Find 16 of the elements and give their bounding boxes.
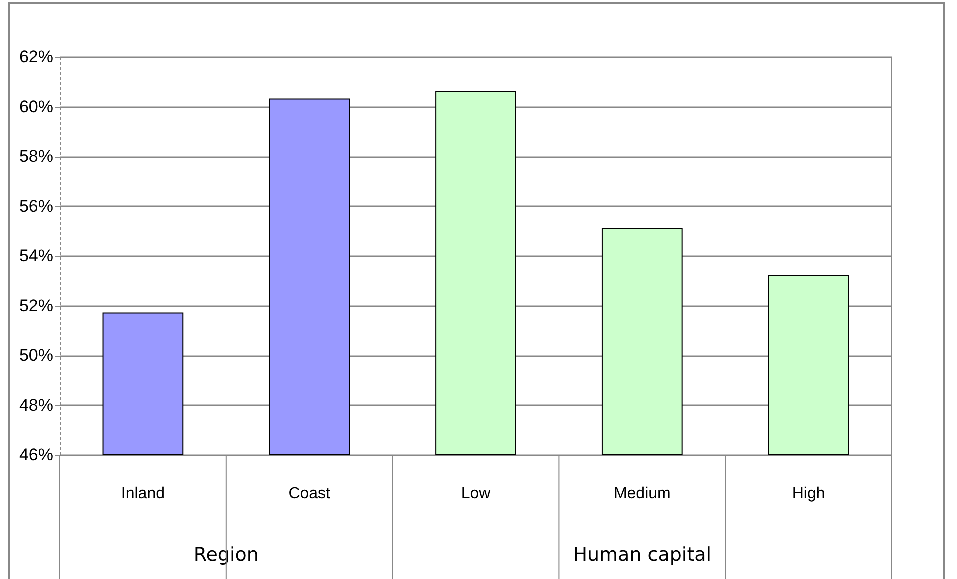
y-tick-label: 46% xyxy=(19,446,54,464)
y-tick-label: 52% xyxy=(19,296,54,316)
y-tick-label: 58% xyxy=(19,147,54,166)
x-tick-label: Medium xyxy=(614,486,671,502)
text: Human capital xyxy=(573,544,712,566)
x-tick-label: Coast xyxy=(288,486,332,502)
y-tick-label: 60% xyxy=(19,97,54,116)
y-tick-label: 50% xyxy=(19,346,54,365)
y-tick-label: 54% xyxy=(19,246,54,266)
x-tick-label: High xyxy=(792,486,826,502)
text: Region xyxy=(194,544,259,566)
y-tick-label: 56% xyxy=(19,196,54,216)
x-tick-label: Low xyxy=(461,486,492,502)
y-tick-label: 62% xyxy=(19,48,54,66)
x-tick-label: Inland xyxy=(121,486,165,502)
y-tick-label: 48% xyxy=(19,396,54,415)
